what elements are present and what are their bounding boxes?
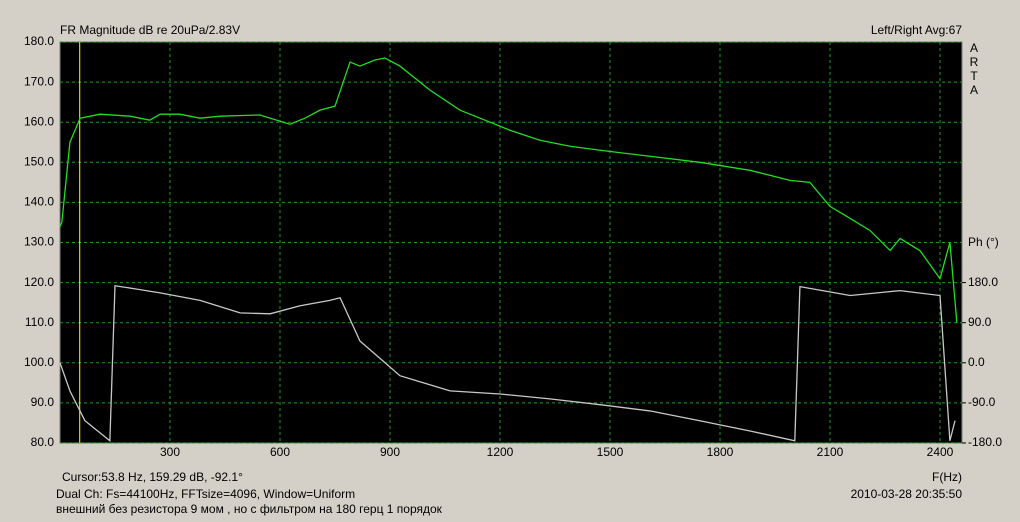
y-tick-label: 120.0 [24,275,54,289]
y2-tick-label: 0.0 [968,355,985,369]
settings-text: Dual Ch: Fs=44100Hz, FFTsize=4096, Windo… [56,487,355,501]
note-text: внешний без резистора 9 мом , но с фильт… [56,502,443,516]
brand-letter: A [970,83,978,97]
timestamp: 2010-03-28 20:35:50 [851,487,963,501]
cursor-text: Cursor:53.8 Hz, 159.29 dB, -92.1° [62,470,243,484]
y2-tick-label: 90.0 [968,315,992,329]
brand-letter: A [970,41,978,55]
y2-tick-label: 180.0 [968,275,998,289]
series-line [59,57,958,323]
y-tick-label: 140.0 [24,195,54,209]
brand-letter: T [970,69,978,83]
y2-axis-label: Ph (°) [968,235,999,249]
y-tick-label: 80.0 [31,435,55,449]
y-tick-label: 150.0 [24,154,54,168]
y-tick-label: 110.0 [25,315,54,329]
y-tick-label: 130.0 [24,235,54,249]
x-tick-label: 900 [380,445,400,459]
y2-tick-label: -90.0 [968,395,996,409]
x-tick-label: 1500 [597,445,624,459]
chart-title: FR Magnitude dB re 20uPa/2.83V [60,23,240,37]
info-right: Left/Right Avg:67 [871,23,963,37]
x-tick-label: 2400 [927,445,954,459]
x-tick-label: 300 [160,445,180,459]
x-tick-label: 1800 [707,445,734,459]
x-tick-label: 1200 [487,445,514,459]
x-tick-label: 600 [270,445,290,459]
x-tick-label: 2100 [817,445,844,459]
y-tick-label: 180.0 [24,34,54,48]
y-tick-label: 170.0 [24,74,54,88]
y-tick-label: 90.0 [31,395,55,409]
y-tick-label: 100.0 [24,355,54,369]
x-axis-label: F(Hz) [932,470,962,484]
y2-tick-label: -180.0 [968,435,1002,449]
y-tick-label: 160.0 [24,114,54,128]
brand-letter: R [970,55,979,69]
series-line [59,284,956,443]
